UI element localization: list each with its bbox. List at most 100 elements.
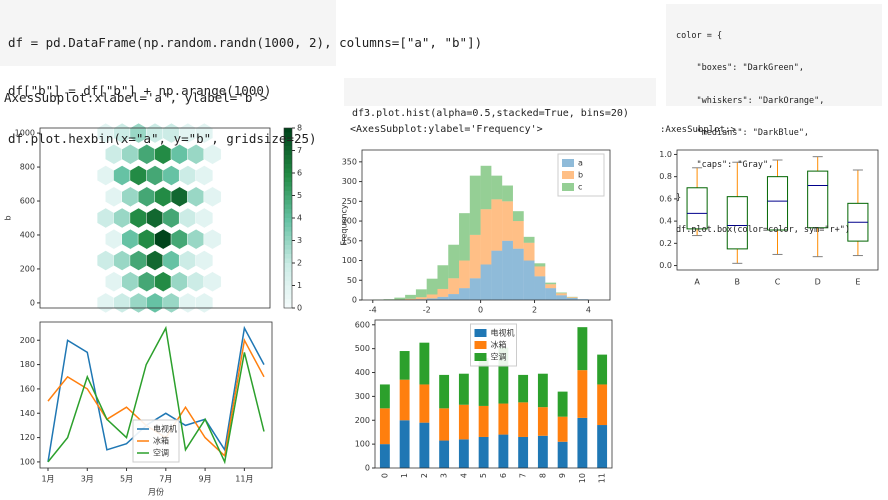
axes-frame <box>361 149 611 301</box>
colorbar-segment <box>284 218 292 223</box>
hexbin-cell <box>146 292 164 314</box>
histogram-bar <box>512 211 524 222</box>
code-line: df3.plot.hist(alpha=0.5,stacked=True, bi… <box>352 108 629 119</box>
histogram-bar <box>448 278 460 295</box>
x-tick-label: 3月 <box>81 475 94 484</box>
hexbin-cell <box>162 250 181 271</box>
x-tick-label: A <box>694 278 700 287</box>
bar-segment <box>439 374 450 409</box>
hexbin-cell <box>203 271 222 292</box>
colorbar-segment <box>284 173 292 178</box>
y-axis-label: b <box>4 215 13 220</box>
y-tick-label: 800 <box>20 163 35 172</box>
code-line: "caps": "Gray", <box>676 160 774 171</box>
axes-frame <box>676 149 879 271</box>
y-tick-label: 160 <box>20 384 35 393</box>
x-tick-label: D <box>815 278 821 287</box>
histogram-bar <box>556 293 567 296</box>
x-tick-label: 0 <box>478 306 483 315</box>
y-tick-label: 600 <box>355 320 370 329</box>
colorbar-tick-label: 2 <box>297 259 302 268</box>
histogram-bar <box>556 295 567 300</box>
y-tick-label: 200 <box>342 217 357 226</box>
cell-output: <AxesSubplot:ylabel='Frequency'> <box>350 124 543 135</box>
colorbar-segment <box>284 168 292 174</box>
histogram-bar <box>426 278 438 295</box>
y-tick-label: 300 <box>355 392 370 401</box>
colorbar-tick-label: 7 <box>297 146 302 155</box>
x-tick-label: 7 <box>519 473 528 478</box>
histogram-bar <box>469 175 481 235</box>
histogram-bar <box>405 294 416 299</box>
colorbar-segment <box>284 281 292 286</box>
x-tick-label: 5月 <box>120 475 133 484</box>
hexbin-cell <box>121 186 140 208</box>
code-line: df = pd.DataFrame(np.random.randn(1000, … <box>8 35 483 50</box>
code-cell: df3.plot.hist(alpha=0.5,stacked=True, bi… <box>344 78 656 119</box>
bar-segment <box>439 408 450 441</box>
histogram-bar <box>405 298 416 300</box>
bar-segment <box>478 405 489 437</box>
x-tick-label: 1 <box>400 473 409 478</box>
y-tick-label: 0 <box>352 296 357 305</box>
cell-output: :AxesSubplot:> <box>660 125 736 135</box>
y-tick-label: 0.8 <box>659 172 672 181</box>
bar-segment <box>557 391 568 417</box>
colorbar-segment <box>284 150 292 156</box>
legend-swatch <box>474 341 487 349</box>
hexbin-cell <box>129 207 148 229</box>
colorbar-segment <box>284 204 292 210</box>
box <box>726 196 748 250</box>
histogram-bar <box>426 294 438 299</box>
hexbin-cell <box>170 271 189 292</box>
axes-frame <box>39 127 271 309</box>
y-tick-label: 0 <box>365 464 370 473</box>
hexbin-cell <box>170 228 189 250</box>
hexbin-cell <box>121 228 140 250</box>
y-tick-label: 0.4 <box>659 217 672 226</box>
colorbar-segment <box>284 132 292 138</box>
bar-segment <box>458 439 469 468</box>
y-tick-label: 350 <box>342 157 357 166</box>
hexbin-cell <box>178 207 197 229</box>
histogram-bar <box>426 298 438 300</box>
histogram-bar <box>480 264 492 300</box>
colorbar-tick-label: 8 <box>297 124 302 133</box>
code-line: "boxes": "DarkGreen", <box>676 63 804 74</box>
hexbin-cell <box>195 250 214 271</box>
x-tick-label: 8 <box>538 473 547 478</box>
hexbin-cell <box>154 186 173 208</box>
colorbar-tick-label: 3 <box>297 236 302 245</box>
y-tick-label: 500 <box>355 344 370 353</box>
legend-swatch <box>562 171 574 179</box>
y-tick-label: 600 <box>20 197 35 206</box>
code-cell: df = pd.DataFrame(np.random.randn(1000, … <box>0 0 483 146</box>
hexbin-cell <box>113 207 132 229</box>
colorbar-segment <box>284 285 292 291</box>
box <box>686 187 708 230</box>
legend-label: 电视机 <box>153 424 177 434</box>
histogram-bar <box>566 297 578 299</box>
code-line: df.plot.box(color=color, sym="r+") <box>676 224 850 235</box>
hexbin-cell <box>129 250 148 271</box>
colorbar-segment <box>284 195 292 201</box>
hexbin-cell <box>96 207 115 229</box>
legend-label: 空调 <box>491 352 507 362</box>
bar-segment <box>379 384 390 409</box>
bar-segment <box>478 358 489 406</box>
hexbin-cell <box>146 207 164 229</box>
legend-label: b <box>578 171 583 180</box>
code-line: df["b"] = df["b"] + np.arange(1000) <box>8 83 272 99</box>
cell-output: AxesSubplot:xlabel='a', ylabel='b'> <box>4 90 268 105</box>
hexbin-cell <box>105 228 123 250</box>
histogram-bar <box>534 266 546 277</box>
histogram-bar <box>469 278 481 300</box>
legend-swatch <box>562 183 574 191</box>
y-tick-label: 140 <box>20 409 35 418</box>
hexbin-cell <box>162 207 181 229</box>
bar-segment <box>399 379 410 421</box>
histogram-bar <box>448 294 460 300</box>
colorbar-segment <box>284 276 292 282</box>
